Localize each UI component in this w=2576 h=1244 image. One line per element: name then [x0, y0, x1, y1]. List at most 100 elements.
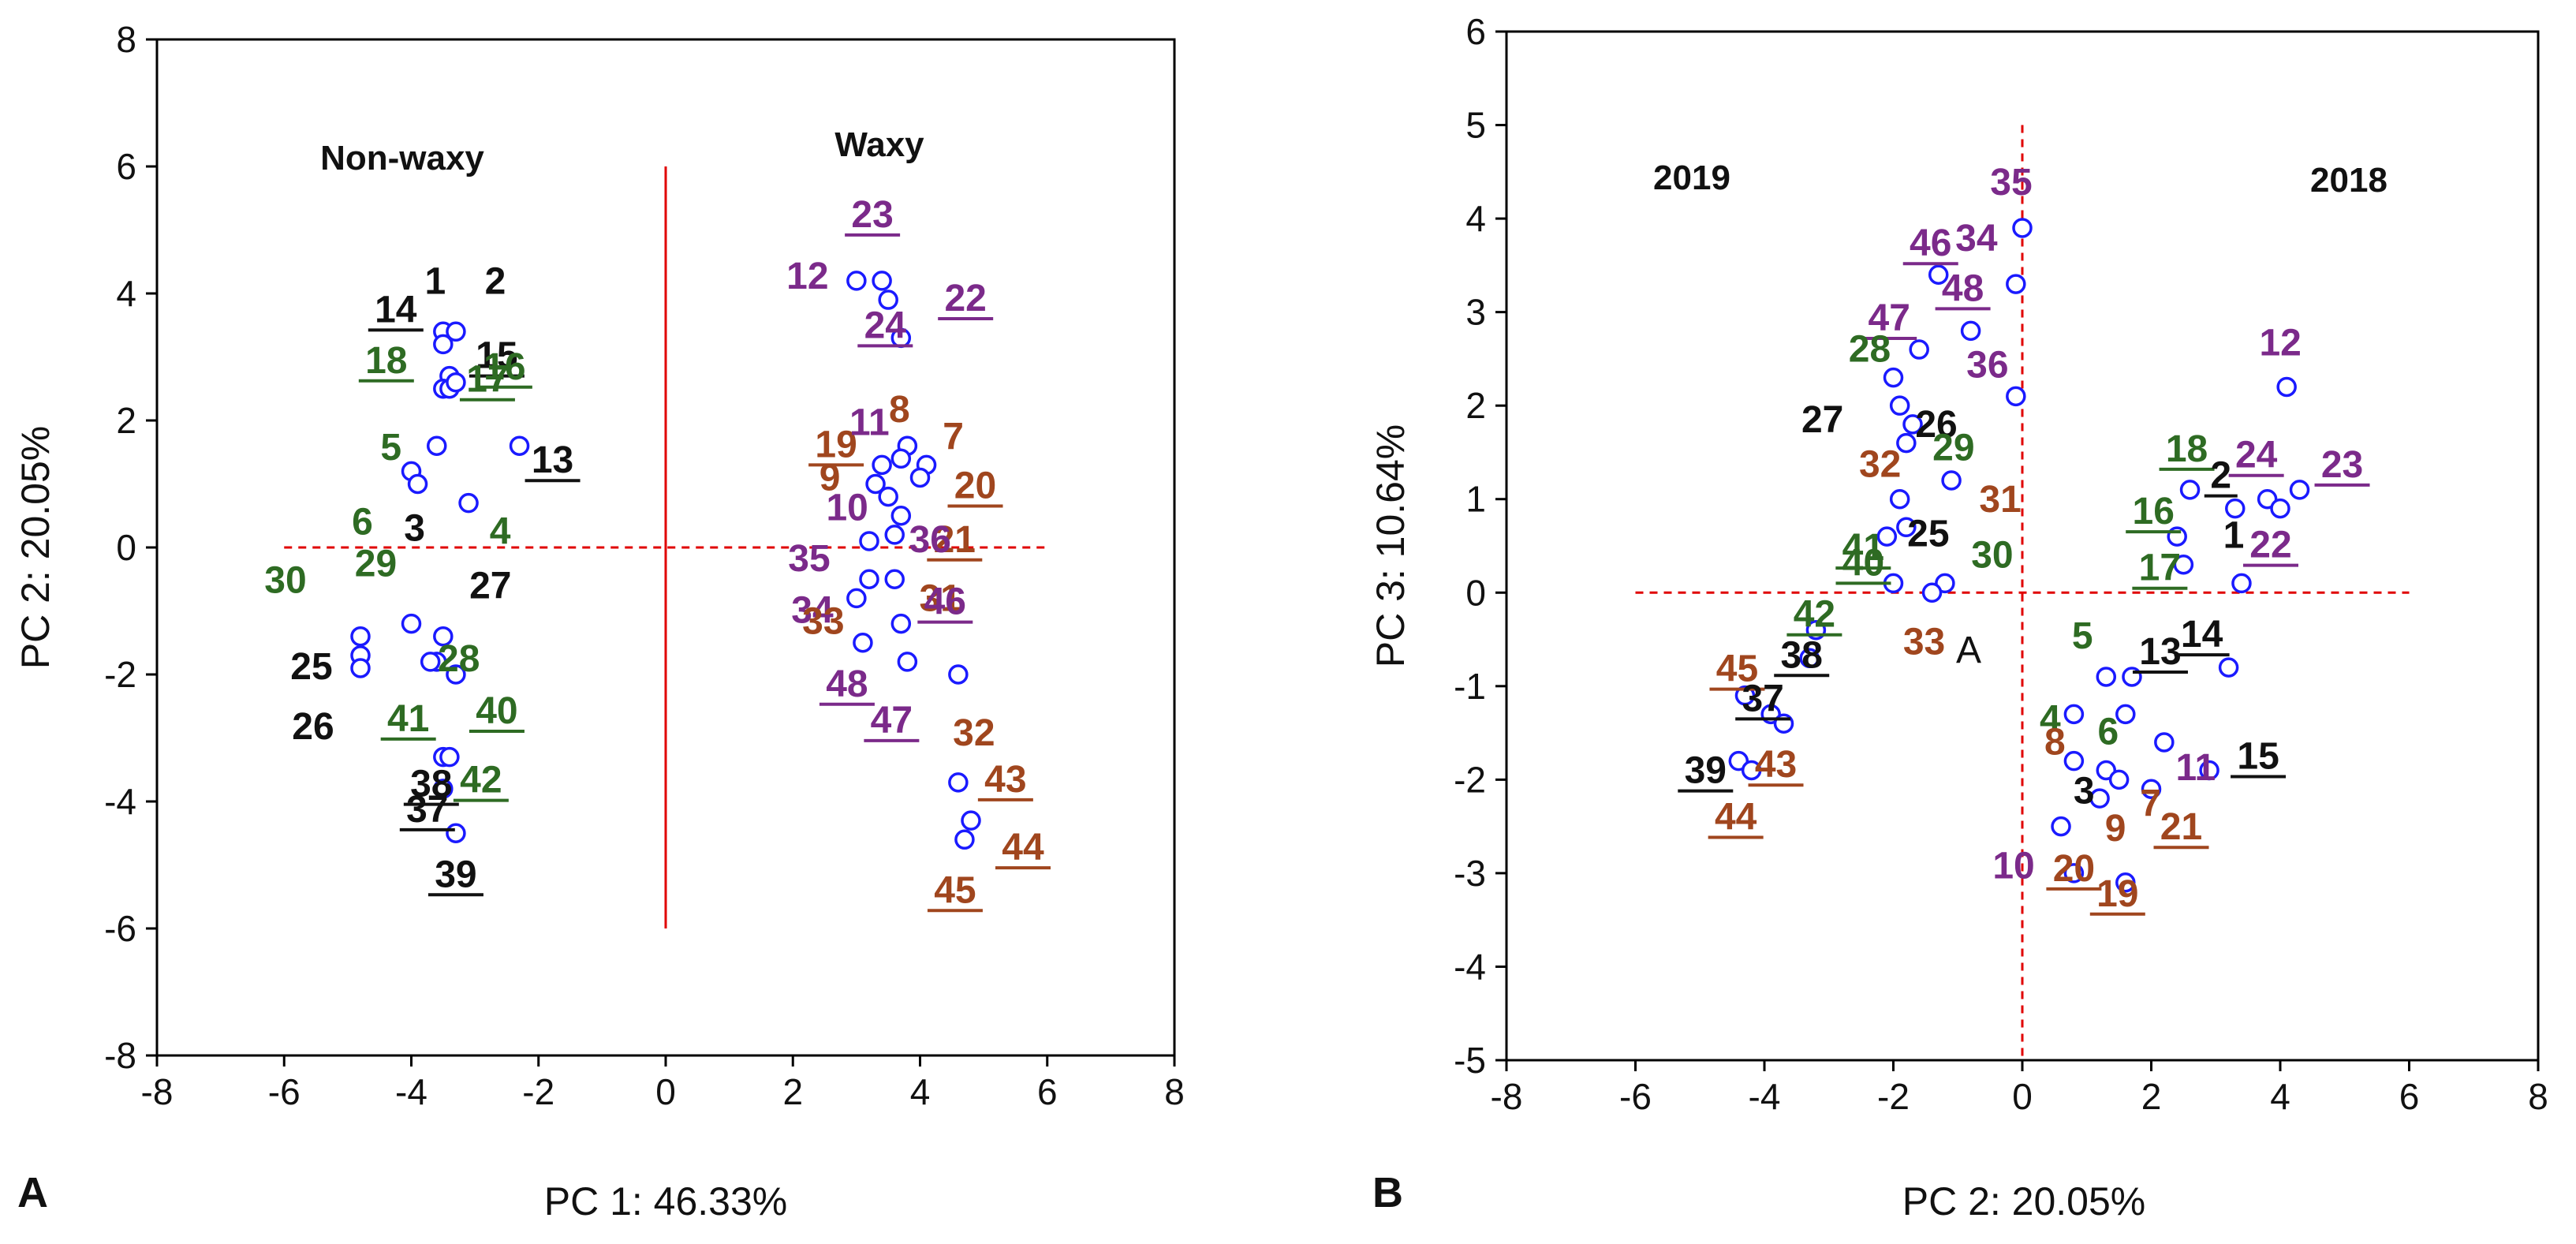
point-label-15: 15 — [476, 335, 517, 377]
x-tick-label: 6 — [2399, 1076, 2420, 1117]
panel-b-inner-label: A — [1956, 629, 1981, 671]
data-point-5 — [2096, 667, 2117, 687]
data-point-13 — [509, 435, 530, 456]
data-point-11 — [890, 448, 912, 469]
point-label-39: 39 — [1685, 750, 1727, 792]
point-label-8: 8 — [2044, 722, 2066, 764]
point-label-41: 41 — [1842, 527, 1884, 569]
point-label-21: 21 — [934, 519, 976, 561]
point-label-17: 17 — [466, 359, 508, 401]
point-label-48: 48 — [1942, 267, 1984, 309]
y-tick-label: -1 — [1454, 666, 1486, 707]
point-label-19: 19 — [815, 424, 857, 465]
point-label-4: 4 — [490, 511, 511, 553]
point-label-9: 9 — [819, 458, 841, 499]
y-tick-label: 2 — [1465, 385, 1486, 426]
y-tick-label: 6 — [116, 146, 136, 187]
data-point-35 — [859, 531, 879, 551]
point-label-45: 45 — [934, 869, 976, 911]
data-point-20 — [2063, 863, 2085, 884]
point-label-14: 14 — [2181, 614, 2223, 656]
x-tick-label: 0 — [655, 1071, 676, 1112]
data-point-8 — [2063, 750, 2085, 771]
data-point-41 — [1876, 526, 1898, 547]
data-point-17 — [446, 372, 466, 393]
point-label-28: 28 — [438, 638, 480, 680]
point-label-20: 20 — [2053, 848, 2095, 890]
data-point-21 — [890, 506, 912, 526]
data-point-2 — [2225, 498, 2246, 519]
panel-a-group-label-waxy: Waxy — [834, 125, 924, 164]
y-tick-label: -8 — [104, 1035, 136, 1076]
data-point-21 — [2141, 779, 2162, 799]
point-label-30: 30 — [1971, 534, 2013, 576]
x-tick-label: -2 — [1877, 1076, 1910, 1117]
x-tick-label: -2 — [522, 1071, 554, 1112]
data-point-42 — [439, 746, 460, 768]
panel-b-xlabel: PC 2: 20.05% — [1902, 1179, 2146, 1223]
point-label-37: 37 — [406, 789, 448, 831]
point-label-3: 3 — [2074, 771, 2095, 813]
data-point-27 — [433, 626, 454, 647]
x-tick-label: -6 — [1619, 1076, 1652, 1117]
data-point-19 — [872, 454, 892, 476]
point-label-26: 26 — [1915, 404, 1957, 446]
point-label-33: 33 — [1903, 621, 1945, 663]
y-tick-label: 8 — [116, 19, 136, 60]
point-label-23: 23 — [851, 194, 893, 236]
data-point-4 — [458, 492, 479, 514]
y-tick-label: 3 — [1465, 292, 1486, 333]
data-point-23 — [872, 271, 892, 291]
data-point-6 — [2115, 704, 2136, 725]
data-point-23 — [2289, 480, 2310, 500]
point-label-34: 34 — [1955, 218, 1998, 260]
point-label-8: 8 — [889, 389, 910, 431]
point-label-47: 47 — [1869, 297, 1910, 339]
point-label-32: 32 — [953, 712, 995, 754]
data-point-11 — [2154, 732, 2175, 753]
data-point-30 — [350, 626, 371, 647]
data-point-41 — [420, 652, 441, 672]
data-point-46 — [1928, 264, 1949, 285]
point-label-40: 40 — [1842, 542, 1884, 584]
data-point-34 — [2006, 274, 2026, 294]
y-tick-label: 6 — [1465, 11, 1486, 52]
data-point-4 — [2063, 704, 2085, 725]
point-label-24: 24 — [864, 304, 907, 346]
data-point-44 — [961, 810, 981, 831]
data-point-48 — [853, 633, 873, 653]
point-label-33: 33 — [802, 600, 844, 642]
x-tick-label: -6 — [268, 1071, 301, 1112]
point-label-16: 16 — [2133, 491, 2175, 532]
point-label-18: 18 — [2166, 428, 2208, 470]
point-label-21: 21 — [2160, 806, 2202, 848]
point-label-29: 29 — [355, 544, 397, 585]
y-tick-label: -5 — [1454, 1040, 1486, 1081]
point-label-42: 42 — [460, 760, 502, 801]
point-label-25: 25 — [1907, 513, 1949, 555]
point-label-29: 29 — [1932, 428, 1974, 469]
data-point-26 — [350, 658, 371, 678]
point-label-34: 34 — [791, 589, 834, 631]
point-label-13: 13 — [532, 439, 573, 481]
x-tick-label: -8 — [141, 1071, 174, 1112]
y-tick-label: -4 — [1454, 946, 1486, 987]
data-point-17 — [2173, 554, 2194, 575]
point-label-41: 41 — [387, 698, 429, 740]
point-label-19: 19 — [2096, 873, 2138, 915]
data-point-19 — [2115, 872, 2136, 893]
point-label-22: 22 — [944, 278, 986, 319]
point-label-38: 38 — [410, 764, 452, 805]
x-tick-label: 0 — [2012, 1076, 2033, 1117]
x-tick-label: -4 — [395, 1071, 427, 1112]
point-label-27: 27 — [469, 566, 511, 607]
point-label-40: 40 — [476, 690, 517, 732]
x-tick-label: -8 — [1491, 1076, 1523, 1117]
point-label-43: 43 — [984, 759, 1026, 801]
point-label-14: 14 — [375, 289, 417, 331]
x-tick-label: 2 — [782, 1071, 803, 1112]
data-point-34 — [859, 569, 879, 589]
data-point-31 — [884, 569, 905, 589]
